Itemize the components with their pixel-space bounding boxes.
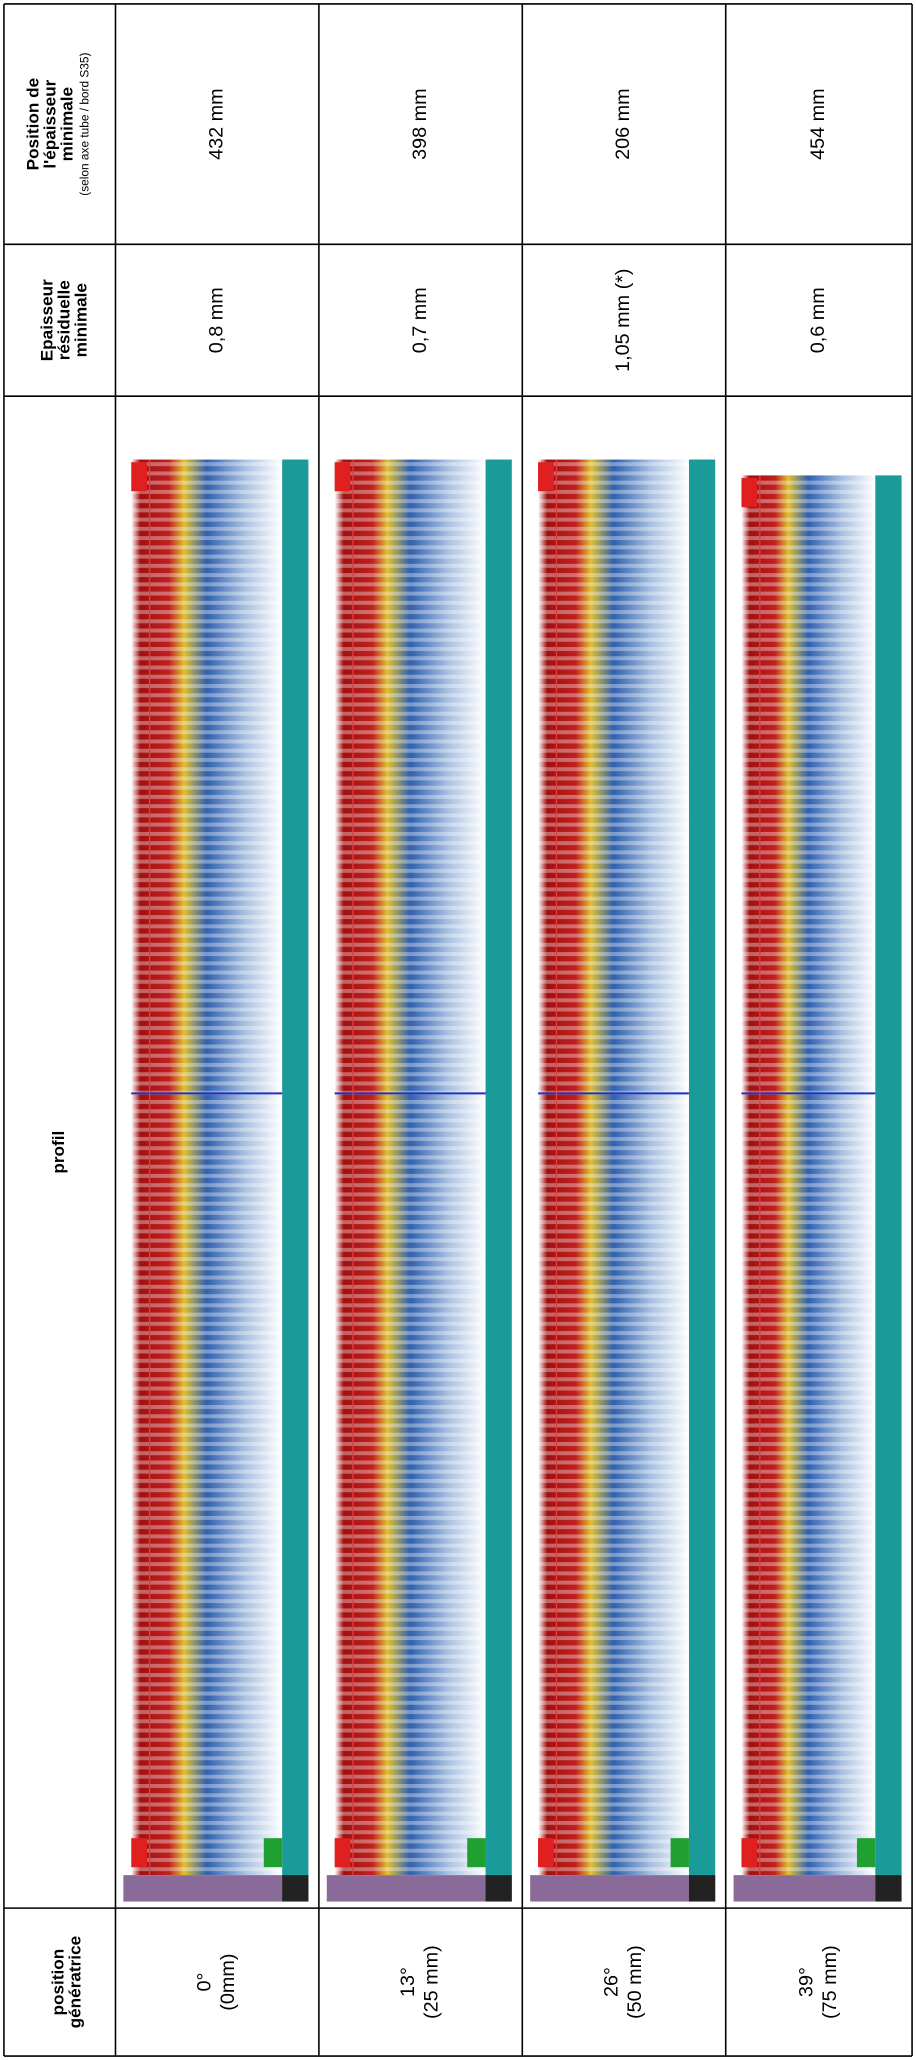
header-cell: génératrice: [66, 1936, 85, 2029]
cell-value: 398 mm: [409, 88, 431, 160]
scan-axis: [327, 1875, 486, 1901]
scan-marker: [335, 1838, 351, 1867]
cell-value: (50 mm): [624, 1945, 646, 2019]
cell-value: 206 mm: [612, 88, 634, 160]
scan-marker: [335, 462, 351, 491]
cell-value: 432 mm: [205, 88, 227, 160]
cell-value: 13°: [397, 1967, 419, 1997]
scan-corner: [282, 1875, 308, 1901]
cell-value: 454 mm: [807, 88, 829, 160]
scan-corner: [689, 1875, 715, 1901]
cell-value: (0mm): [217, 1954, 239, 2011]
cell-value: 26°: [600, 1967, 622, 1997]
cell-value: 0,8 mm: [205, 287, 227, 353]
scan-marker: [538, 462, 554, 491]
scan-marker: [264, 1838, 282, 1867]
header-cell: (selon axe tube / bord S35): [77, 53, 91, 196]
scan-marker: [131, 462, 147, 491]
scan-scale: [282, 460, 308, 1902]
table: Position del'épaisseurminimale(selon axe…: [0, 0, 916, 2060]
scan-texture: [335, 460, 486, 1876]
cell-value: 0,7 mm: [409, 287, 431, 353]
scan-corner: [875, 1875, 901, 1901]
scan-corner: [486, 1875, 512, 1901]
cell-value: 0,6 mm: [807, 287, 829, 353]
scan-axis: [734, 1875, 876, 1901]
cell-value: 1,05 mm (*): [612, 269, 634, 372]
scan-axis: [530, 1875, 689, 1901]
cell-value: (25 mm): [421, 1945, 443, 2019]
scan-marker: [131, 1838, 147, 1867]
scan-marker: [671, 1838, 689, 1867]
cell-value: 0°: [194, 1973, 216, 1992]
scan-marker: [741, 478, 757, 507]
scan-scale: [486, 460, 512, 1902]
scan-axis: [123, 1875, 282, 1901]
scan-marker: [741, 1838, 757, 1867]
scan-texture: [131, 460, 282, 1876]
scan-texture: [538, 460, 689, 1876]
cell-value: 39°: [795, 1967, 817, 1997]
page: Position del'épaisseurminimale(selon axe…: [0, 0, 916, 2060]
scan-marker: [538, 1838, 554, 1867]
scan-scale: [875, 475, 901, 1901]
scan-marker: [467, 1838, 485, 1867]
scan-scale: [689, 460, 715, 1902]
scan-texture: [741, 475, 875, 1875]
header-cell: minimale: [72, 283, 91, 357]
header-cell: minimale: [58, 87, 77, 161]
header-cell: profil: [49, 1131, 68, 1174]
cell-value: (75 mm): [819, 1945, 841, 2019]
scan-marker: [857, 1838, 875, 1867]
